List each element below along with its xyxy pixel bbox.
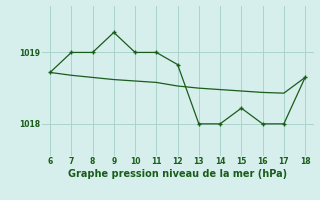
- X-axis label: Graphe pression niveau de la mer (hPa): Graphe pression niveau de la mer (hPa): [68, 169, 287, 179]
